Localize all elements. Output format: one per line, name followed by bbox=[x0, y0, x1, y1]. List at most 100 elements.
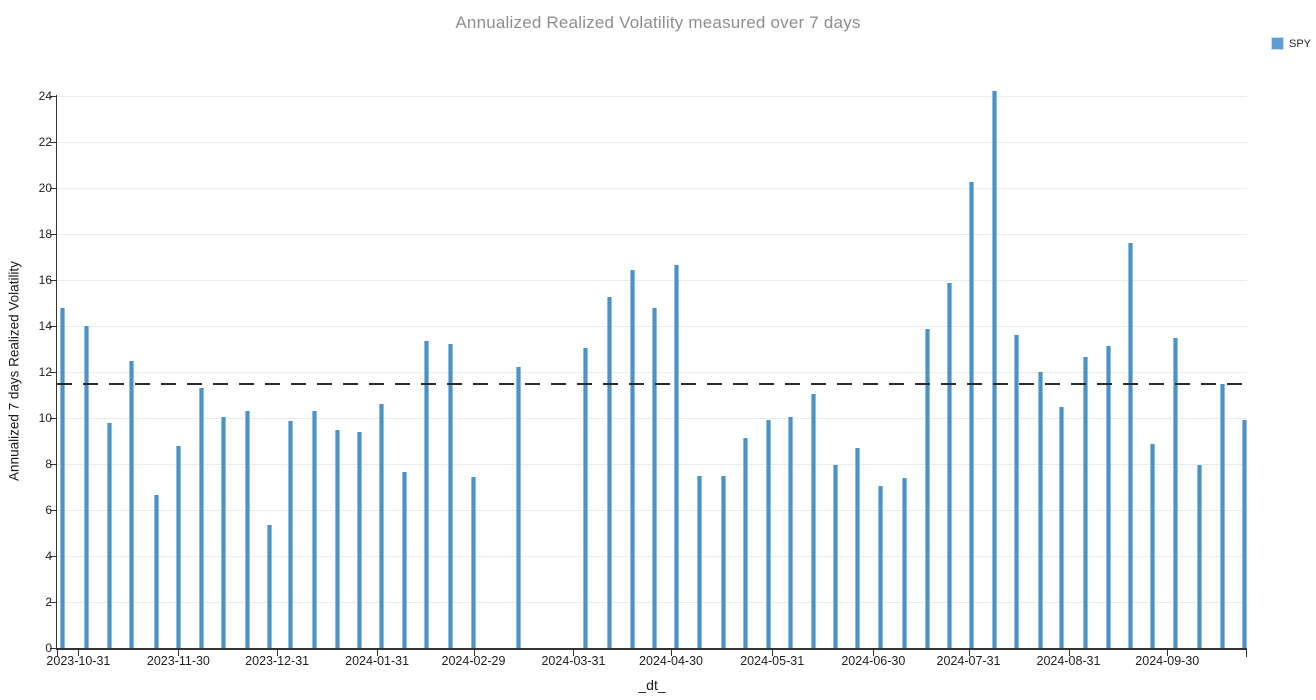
bar-47 bbox=[1196, 465, 1202, 648]
bar-6 bbox=[199, 388, 205, 648]
x-tick-2023-12-31 bbox=[277, 649, 279, 656]
x-tick-2024-06-30 bbox=[873, 649, 875, 656]
bar-37 bbox=[969, 182, 975, 648]
plot-area bbox=[50, 91, 1247, 657]
y-tick-24 bbox=[50, 95, 57, 97]
bar-23 bbox=[651, 307, 657, 648]
y-tick-label-16: 16 bbox=[38, 273, 52, 287]
y-tick-20 bbox=[50, 187, 57, 189]
bar-38 bbox=[992, 91, 998, 648]
bar-35 bbox=[924, 329, 930, 648]
bar-43 bbox=[1105, 345, 1111, 648]
bar-3 bbox=[129, 360, 135, 648]
x-axis-end-tick-1 bbox=[1246, 649, 1247, 657]
bar-45 bbox=[1150, 444, 1156, 648]
x-tick-label-2023-12-31: 2023-12-31 bbox=[245, 654, 310, 668]
bar-44 bbox=[1128, 243, 1134, 648]
bar-2 bbox=[106, 422, 112, 648]
x-tick-2024-04-30 bbox=[671, 649, 673, 656]
y-tick-labels: 0 2 4 6 8 10 12 14 16 18 20 22 24 bbox=[0, 89, 52, 655]
bar-20 bbox=[583, 347, 589, 648]
bar-49 bbox=[1241, 420, 1247, 648]
bar-34 bbox=[901, 477, 907, 648]
x-axis-end-tick-0 bbox=[57, 649, 58, 657]
bar-14 bbox=[379, 404, 385, 648]
gridline-y-24 bbox=[57, 95, 1247, 97]
bar-9 bbox=[266, 524, 272, 648]
x-tick-2024-01-31 bbox=[377, 649, 379, 656]
bar-15 bbox=[401, 472, 407, 648]
x-tick-label-2024-01-31: 2024-01-31 bbox=[345, 654, 410, 668]
bar-36 bbox=[946, 283, 952, 648]
y-tick-label-0: 0 bbox=[45, 641, 52, 655]
y-tick-0 bbox=[50, 647, 57, 649]
y-tick-6 bbox=[50, 509, 57, 511]
y-axis-title: Annualized 7 days Realized Volatility bbox=[6, 261, 22, 481]
x-tick-label-2024-02-29: 2024-02-29 bbox=[441, 654, 506, 668]
bar-25 bbox=[697, 475, 703, 648]
bar-5 bbox=[175, 445, 181, 648]
bar-46 bbox=[1173, 337, 1179, 648]
bar-30 bbox=[810, 393, 816, 648]
x-tick-label-2024-09-30: 2024-09-30 bbox=[1135, 654, 1200, 668]
chart-title: Annualized Realized Volatility measured … bbox=[455, 13, 861, 32]
legend-item-spy[interactable]: SPY bbox=[1270, 37, 1311, 50]
bar-24 bbox=[674, 265, 680, 648]
x-tick-labels: 2023-10-31 2023-11-30 2023-12-31 2024-01-31… bbox=[46, 654, 1247, 670]
bar-27 bbox=[742, 437, 748, 648]
y-tick-22 bbox=[50, 141, 57, 143]
x-tick-2024-08-31 bbox=[1068, 649, 1070, 656]
gridline-y-22 bbox=[57, 141, 1247, 143]
y-tick-12 bbox=[50, 371, 57, 373]
bar-13 bbox=[356, 431, 362, 648]
x-axis-title: _dt_ bbox=[638, 677, 666, 693]
x-tick-2024-09-30 bbox=[1167, 649, 1169, 656]
x-axis-line bbox=[55, 648, 1247, 650]
y-tick-label-12: 12 bbox=[38, 365, 52, 379]
gridline-y-16 bbox=[57, 279, 1247, 281]
x-tick-2024-05-31 bbox=[772, 649, 774, 656]
x-tick-2024-03-31 bbox=[573, 649, 575, 656]
legend-swatch-icon bbox=[1270, 37, 1284, 50]
bar-22 bbox=[629, 269, 635, 648]
x-tick-label-2023-11-30: 2023-11-30 bbox=[146, 654, 210, 668]
bar-16 bbox=[424, 340, 430, 648]
y-tick-label-4: 4 bbox=[45, 549, 52, 563]
x-tick-label-2024-04-30: 2024-04-30 bbox=[639, 654, 704, 668]
x-tick-label-2023-10-31: 2023-10-31 bbox=[46, 654, 111, 668]
bar-8 bbox=[244, 411, 250, 648]
bar-33 bbox=[878, 485, 884, 648]
y-tick-18 bbox=[50, 233, 57, 235]
legend-label: SPY bbox=[1288, 37, 1311, 50]
bar-40 bbox=[1037, 372, 1043, 648]
x-tick-label-2024-05-31: 2024-05-31 bbox=[740, 654, 805, 668]
y-tick-label-2: 2 bbox=[45, 595, 52, 609]
y-tick-4 bbox=[50, 555, 57, 557]
x-tick-label-2024-08-31: 2024-08-31 bbox=[1036, 654, 1101, 668]
y-tick-label-18: 18 bbox=[38, 227, 52, 241]
bar-18 bbox=[470, 476, 476, 648]
bar-7 bbox=[220, 416, 226, 648]
x-tick-label-2024-06-30: 2024-06-30 bbox=[841, 654, 906, 668]
y-tick-2 bbox=[50, 601, 57, 603]
y-tick-8 bbox=[50, 463, 57, 465]
y-tick-16 bbox=[50, 279, 57, 281]
y-tick-label-14: 14 bbox=[38, 319, 52, 333]
y-tick-label-6: 6 bbox=[45, 503, 52, 517]
y-tick-label-8: 8 bbox=[45, 457, 52, 471]
reference-line bbox=[57, 382, 1247, 385]
y-tick-label-24: 24 bbox=[38, 89, 52, 103]
bar-31 bbox=[833, 465, 839, 648]
bar-41 bbox=[1059, 406, 1065, 648]
bar-29 bbox=[787, 416, 793, 648]
x-tick-2024-07-31 bbox=[968, 649, 970, 656]
x-tick-label-2024-07-31: 2024-07-31 bbox=[936, 654, 1001, 668]
y-tick-14 bbox=[50, 325, 57, 327]
y-tick-label-20: 20 bbox=[38, 181, 52, 195]
bar-28 bbox=[765, 420, 771, 648]
y-tick-label-22: 22 bbox=[38, 135, 52, 149]
gridline-y-18 bbox=[57, 233, 1247, 235]
y-tick-label-10: 10 bbox=[38, 411, 52, 425]
bar-19 bbox=[515, 367, 521, 648]
